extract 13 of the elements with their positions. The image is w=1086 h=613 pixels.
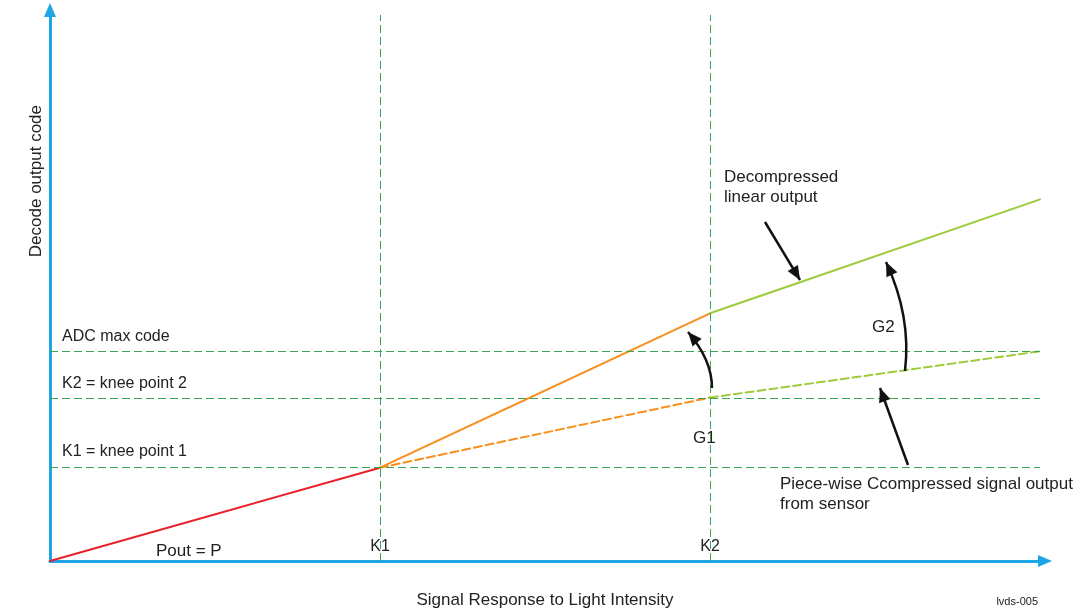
annotation: G2	[872, 316, 895, 336]
ref-line-label: K2 = knee point 2	[62, 373, 188, 391]
annotation: G1	[693, 427, 716, 447]
x-axis-title: Signal Response to Light Intensity	[416, 590, 675, 609]
text: lvds-005	[996, 595, 1038, 607]
ref-line-label: ADC max code	[62, 326, 170, 344]
y-axis-title: Decode output code	[26, 105, 45, 258]
annotation: Piece-wise Ccompressed signal output from sensor	[780, 473, 1078, 513]
annotation: Decompressed linear output	[724, 166, 844, 206]
x-tick-label: K1	[370, 536, 390, 554]
ref-line-label: K1 = knee point 1	[62, 442, 188, 460]
x-tick-label: K2	[700, 536, 720, 554]
annotation: Pout = P	[156, 540, 222, 560]
